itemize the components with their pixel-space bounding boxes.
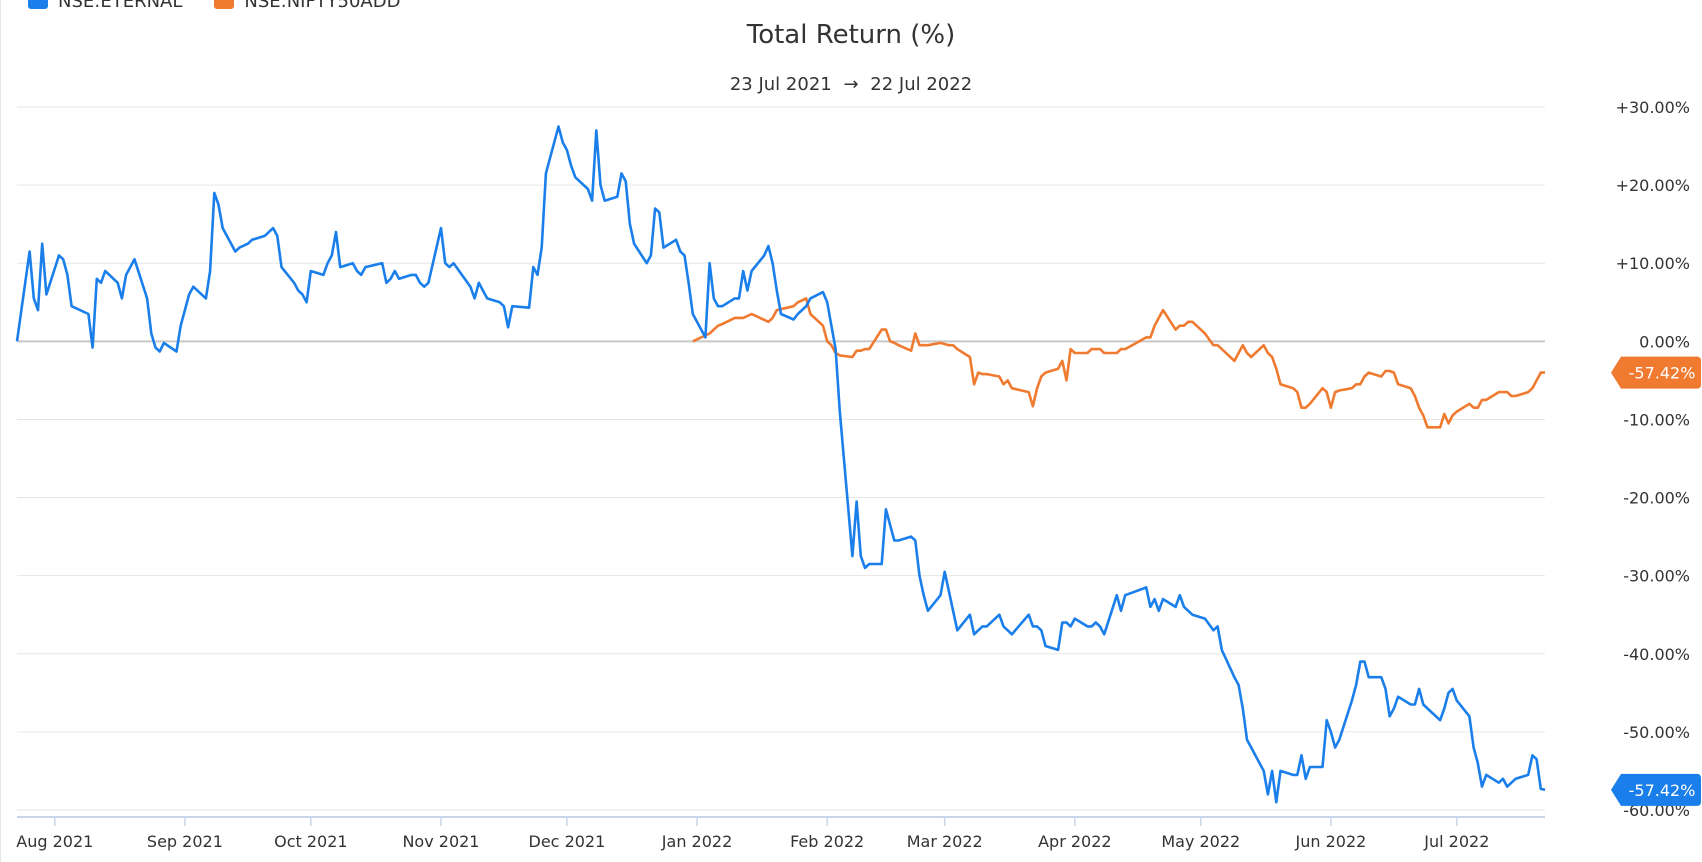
y-tick-label: -30.00% xyxy=(1623,567,1690,586)
end-value-badge: -57.42% xyxy=(1611,773,1701,806)
legend-item-nifty[interactable]: NSE:NIFTY50ADD xyxy=(214,0,400,12)
legend-label-nifty: NSE:NIFTY50ADD xyxy=(244,0,401,12)
series-line[interactable] xyxy=(15,125,1546,804)
legend-swatch-nifty xyxy=(214,0,235,9)
x-tick-label: Jan 2022 xyxy=(661,832,732,851)
y-tick-label: +10.00% xyxy=(1616,254,1690,273)
end-value-badges: -57.42% -57.42% xyxy=(1611,356,1701,806)
x-tick-label: Jul 2022 xyxy=(1423,832,1489,851)
grid-lines xyxy=(17,106,1545,811)
y-tick-label: -50.00% xyxy=(1623,723,1690,742)
x-tick-label: May 2022 xyxy=(1161,832,1240,851)
x-tick-label: Feb 2022 xyxy=(790,832,864,851)
y-axis: +30.00% +20.00% +10.00% 0.00% -10.00% -20.00%… xyxy=(1616,98,1690,820)
series-lines xyxy=(15,125,1546,804)
chart-frame-left-border xyxy=(0,0,1,862)
y-tick-label: -10.00% xyxy=(1623,410,1690,429)
x-tick-label: Oct 2021 xyxy=(274,832,347,851)
chart-title: Total Return (%) xyxy=(746,20,956,50)
x-tick-label: Aug 2021 xyxy=(16,832,93,851)
legend-swatch-eternal xyxy=(28,0,48,9)
x-tick-label: Apr 2022 xyxy=(1038,832,1111,851)
date-range-end: 22 Jul 2022 xyxy=(870,74,973,95)
legend-item-eternal[interactable]: NSE:ETERNAL xyxy=(28,0,182,12)
x-tick-label: Mar 2022 xyxy=(907,832,983,851)
x-tick-label: Sep 2021 xyxy=(147,832,223,851)
x-tick-label: Jun 2022 xyxy=(1295,832,1367,851)
series-line[interactable] xyxy=(692,297,1545,429)
y-tick-label: -40.00% xyxy=(1623,645,1690,664)
end-value-badge: -57.42% xyxy=(1611,356,1701,389)
y-tick-label: +30.00% xyxy=(1616,98,1690,117)
end-value-badge-bg xyxy=(1611,773,1701,806)
x-axis: Aug 2021 Sep 2021 Oct 2021 Nov 2021 Dec 2021… xyxy=(16,816,1545,851)
y-tick-label: -20.00% xyxy=(1623,489,1690,508)
chart-subtitle: 23 Jul 2021 → 22 Jul 2022 xyxy=(0,74,1702,95)
x-tick-label: Dec 2021 xyxy=(529,832,606,851)
end-value-badge-bg xyxy=(1611,356,1701,389)
x-tick-label: Nov 2021 xyxy=(402,832,479,851)
y-tick-label: +20.00% xyxy=(1616,176,1690,195)
legend: NSE:ETERNAL NSE:NIFTY50ADD xyxy=(28,0,400,12)
end-value-label: -57.42% xyxy=(1629,364,1696,383)
date-range-arrow: → xyxy=(843,74,859,95)
date-range-start: 23 Jul 2021 xyxy=(729,74,832,95)
legend-label-eternal: NSE:ETERNAL xyxy=(58,0,183,12)
end-value-label: -57.42% xyxy=(1629,781,1696,800)
y-tick-label: 0.00% xyxy=(1639,332,1690,351)
